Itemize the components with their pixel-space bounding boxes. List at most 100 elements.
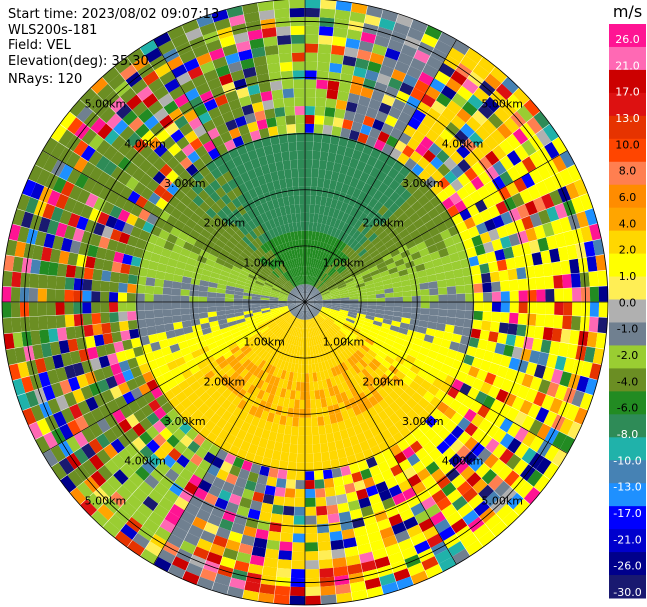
velocity-gate <box>305 295 312 302</box>
velocity-gate <box>462 395 475 409</box>
velocity-gate <box>272 357 280 368</box>
velocity-gate <box>196 52 213 66</box>
velocity-gate <box>328 268 337 277</box>
velocity-gate <box>261 232 270 243</box>
velocity-gate <box>55 314 66 329</box>
velocity-gate <box>351 254 361 263</box>
velocity-gate <box>309 266 313 276</box>
velocity-gate <box>93 392 107 408</box>
velocity-gate <box>281 214 289 225</box>
colorbar-segment <box>609 506 646 530</box>
velocity-gate <box>437 287 448 295</box>
velocity-gate <box>188 116 203 131</box>
velocity-gate <box>273 257 281 266</box>
velocity-gate <box>312 443 321 454</box>
velocity-gate <box>146 439 161 454</box>
velocity-gate <box>415 331 426 341</box>
velocity-gate <box>244 112 257 125</box>
velocity-gate <box>133 451 148 466</box>
velocity-gate <box>402 302 412 308</box>
velocity-gate <box>347 499 361 512</box>
velocity-gate <box>153 504 170 519</box>
velocity-gate <box>174 496 190 511</box>
velocity-gate <box>576 375 590 393</box>
velocity-gate <box>500 291 510 302</box>
velocity-gate <box>212 213 223 225</box>
velocity-gate <box>230 69 245 82</box>
velocity-gate <box>160 346 172 357</box>
velocity-gate <box>322 299 332 302</box>
velocity-gate <box>241 330 251 338</box>
colorbar-segment <box>609 276 646 301</box>
velocity-gate <box>321 292 331 297</box>
velocity-gate <box>278 254 285 264</box>
velocity-gate <box>499 155 515 171</box>
velocity-gate <box>560 329 571 344</box>
velocity-gate <box>503 470 520 487</box>
velocity-gate <box>327 328 335 337</box>
velocity-gate <box>313 295 322 300</box>
velocity-gate <box>155 324 166 334</box>
velocity-gate <box>396 576 414 591</box>
velocity-gate <box>495 388 509 403</box>
velocity-gate <box>406 266 417 275</box>
velocity-gate <box>262 566 278 577</box>
velocity-gate <box>320 142 330 153</box>
velocity-gate <box>216 306 226 312</box>
velocity-gate <box>435 114 451 129</box>
velocity-gate <box>236 429 248 441</box>
velocity-gate <box>299 284 303 294</box>
velocity-gate <box>301 284 304 294</box>
velocity-gate <box>193 466 207 480</box>
velocity-gate <box>546 381 560 398</box>
velocity-gate <box>266 277 276 285</box>
velocity-gate <box>287 300 297 302</box>
velocity-gate <box>46 315 57 330</box>
velocity-gate <box>198 426 211 439</box>
velocity-gate <box>119 64 138 81</box>
velocity-gate <box>474 302 484 312</box>
velocity-gate <box>352 443 363 455</box>
velocity-gate <box>254 346 264 355</box>
velocity-gate <box>411 295 421 302</box>
velocity-gate <box>76 481 94 499</box>
velocity-gate <box>250 268 261 276</box>
velocity-gate <box>50 382 64 398</box>
velocity-gate <box>427 321 438 330</box>
velocity-gate <box>249 129 261 141</box>
velocity-gate <box>332 431 342 442</box>
velocity-gate <box>379 64 395 78</box>
velocity-gate <box>280 308 289 313</box>
velocity-gate <box>253 285 263 291</box>
velocity-gate <box>554 232 567 248</box>
velocity-gate <box>523 487 541 505</box>
velocity-gate <box>249 364 258 375</box>
velocity-gate <box>305 390 311 401</box>
velocity-gate <box>410 313 421 320</box>
velocity-gate <box>448 367 460 379</box>
velocity-gate <box>549 397 563 414</box>
velocity-gate <box>260 183 270 194</box>
velocity-gate <box>478 156 493 171</box>
velocity-gate <box>231 107 245 119</box>
velocity-gate <box>351 149 363 161</box>
velocity-gate <box>526 469 543 487</box>
velocity-gate <box>285 352 292 363</box>
velocity-gate <box>383 405 395 418</box>
velocity-gate <box>352 323 362 331</box>
velocity-gate <box>372 277 383 284</box>
velocity-gate <box>463 275 474 285</box>
velocity-gate <box>383 394 395 406</box>
velocity-gate <box>270 171 279 182</box>
velocity-gate <box>420 288 430 296</box>
velocity-gate <box>394 396 406 408</box>
velocity-gate <box>124 244 136 256</box>
velocity-gate <box>287 297 297 301</box>
velocity-gate <box>278 299 288 302</box>
velocity-gate <box>511 192 525 208</box>
velocity-gate <box>368 361 378 372</box>
velocity-gate <box>263 341 272 351</box>
velocity-gate <box>435 322 446 332</box>
velocity-gate <box>311 307 319 314</box>
velocity-gate <box>288 344 294 354</box>
